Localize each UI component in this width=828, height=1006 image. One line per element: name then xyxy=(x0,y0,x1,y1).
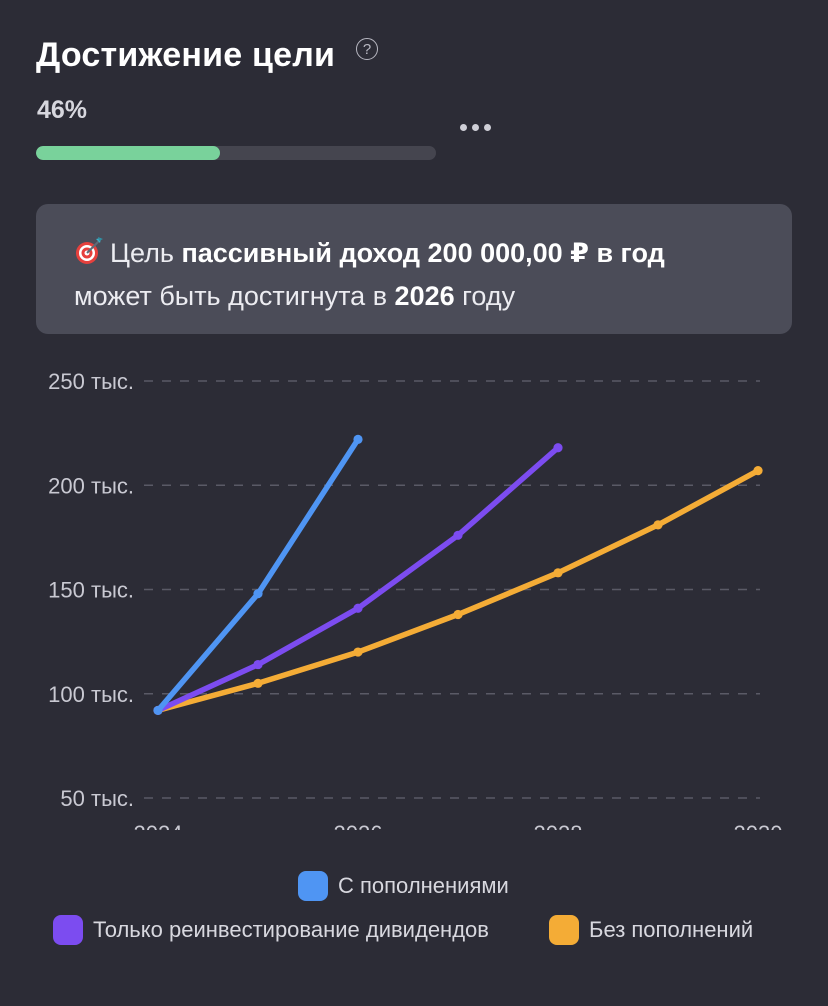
y-tick-label: 100 тыс. xyxy=(48,682,134,707)
data-point xyxy=(353,434,363,444)
legend-item-series-0[interactable]: С пополнениями xyxy=(298,871,509,901)
x-tick-label: 2028 xyxy=(534,821,583,830)
data-point xyxy=(153,705,163,716)
goal-suffix: году xyxy=(462,281,516,311)
legend-item-series-2[interactable]: Без пополнений xyxy=(549,915,753,945)
data-point xyxy=(253,659,263,670)
target-dart-icon xyxy=(74,236,104,266)
goal-prefix: Цель xyxy=(110,238,174,268)
more-dot xyxy=(472,123,479,131)
x-tick-label: 2024 xyxy=(134,821,183,830)
goal-line-2: может быть достигнута в 2026 году xyxy=(74,275,756,318)
legend-swatch xyxy=(549,915,579,945)
legend-label: Только реинвестирование дивидендов xyxy=(93,917,489,942)
page-title: Достижение цели xyxy=(36,36,336,74)
x-tick-label: 2026 xyxy=(334,821,383,830)
progress-bar-fill xyxy=(36,146,220,160)
projection-chart: 50 тыс. 100 тыс. 150 тыс. 200 тыс. 250 тыс. 2… xyxy=(0,360,828,846)
progress-bar xyxy=(36,146,436,160)
data-point xyxy=(453,530,463,540)
data-point xyxy=(553,568,563,578)
projection-chart-svg: 50 тыс. 100 тыс. 150 тыс. 200 тыс. 250 тыс. 2… xyxy=(48,369,783,846)
data-point xyxy=(653,520,663,530)
goal-line-1: Цель пассивный доход 200 000,00 ₽ в год xyxy=(74,232,756,275)
data-point xyxy=(253,678,263,688)
legend-label: С пополнениями xyxy=(338,873,509,898)
more-dot xyxy=(484,123,491,131)
data-point xyxy=(353,647,363,657)
progress-percent: 46% xyxy=(37,96,88,124)
goal-year: 2026 xyxy=(394,281,455,311)
series-line-0 xyxy=(155,436,361,714)
y-tick-label: 200 тыс. xyxy=(48,473,134,498)
data-point xyxy=(353,603,363,613)
legend-label: Без пополнений xyxy=(589,917,754,942)
question-circle-icon[interactable]: ? xyxy=(356,38,378,60)
x-tick-label: 2030 xyxy=(734,821,783,830)
legend-swatch xyxy=(53,915,83,945)
data-point xyxy=(753,466,763,476)
more-dot xyxy=(460,123,467,131)
y-tick-label: 150 тыс. xyxy=(48,578,134,603)
legend-swatch xyxy=(298,871,328,901)
more-dots-icon[interactable] xyxy=(460,117,496,137)
goal-info-card: Цель пассивный доход 200 000,00 ₽ в год … xyxy=(36,204,792,334)
series-line-2 xyxy=(155,467,761,714)
y-tick-label: 50 тыс. xyxy=(60,786,134,811)
data-point xyxy=(253,589,263,599)
legend-item-series-1[interactable]: Только реинвестирование дивидендов xyxy=(53,915,489,945)
y-tick-label: 250 тыс. xyxy=(48,369,134,394)
data-point xyxy=(453,609,463,620)
data-point xyxy=(553,443,563,453)
goal-target: пассивный доход 200 000,00 ₽ в год xyxy=(181,238,665,268)
series-line-1 xyxy=(155,444,561,714)
goal-middle: может быть достигнута в xyxy=(74,281,388,311)
